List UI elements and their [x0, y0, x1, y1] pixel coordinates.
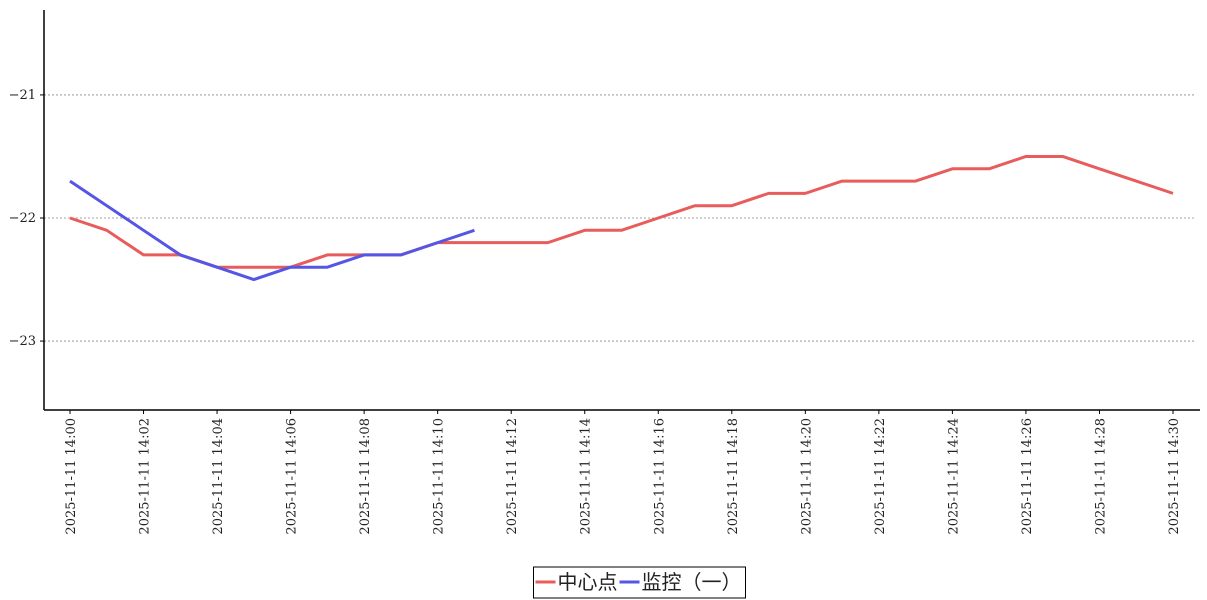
- x-tick-label: 2025-11-11 14:20: [799, 418, 814, 535]
- x-tick-label: 2025-11-11 14:26: [1020, 418, 1035, 535]
- y-tick-label: −22: [9, 211, 36, 226]
- y-tick-label: −21: [9, 88, 36, 103]
- x-tick-label: 2025-11-11 14:14: [579, 418, 594, 535]
- y-tick-label: −23: [9, 334, 36, 349]
- x-tick-label: 2025-11-11 14:12: [505, 418, 520, 535]
- x-tick-label: 2025-11-11 14:00: [64, 418, 79, 535]
- x-tick-label: 2025-11-11 14:02: [138, 418, 153, 535]
- series-line: [69, 154, 1174, 269]
- legend: 中心点 监控（一）: [533, 566, 746, 599]
- legend-label: 中心点: [558, 570, 618, 594]
- x-tick-label: 2025-11-11 14:28: [1093, 418, 1108, 535]
- series-line: [69, 179, 475, 282]
- legend-label: 监控（一）: [642, 570, 742, 594]
- x-tick-label: 2025-11-11 14:10: [432, 418, 447, 535]
- x-tick-label: 2025-11-11 14:04: [211, 418, 226, 535]
- x-tick-label: 2025-11-11 14:30: [1167, 418, 1182, 535]
- x-tick-label: 2025-11-11 14:24: [946, 418, 961, 535]
- x-tick-label: 2025-11-11 14:22: [873, 418, 888, 535]
- x-tick-label: 2025-11-11 14:18: [726, 418, 741, 535]
- x-tick-label: 2025-11-11 14:08: [358, 418, 373, 535]
- x-tick-label: 2025-11-11 14:16: [652, 418, 667, 535]
- x-tick-label: 2025-11-11 14:06: [285, 418, 300, 535]
